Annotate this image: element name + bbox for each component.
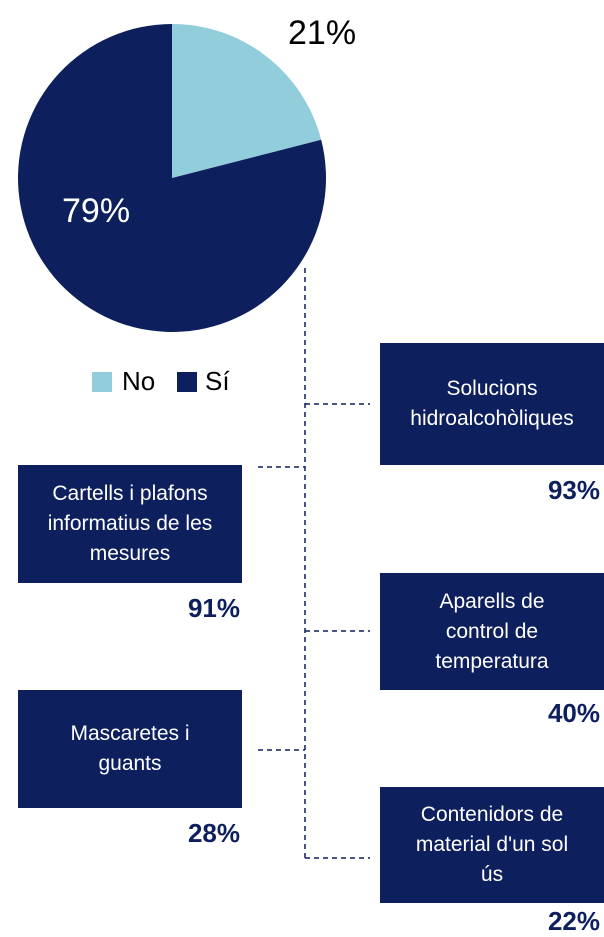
slice-label: 21% [288, 14, 357, 52]
item-box: Solucions hidroalcohòliques [380, 343, 604, 465]
item-box: Mascaretes i guants [18, 690, 242, 808]
item-percent: 93% [547, 475, 600, 505]
item-label: Cartells i plafons [52, 482, 208, 505]
item-box: Contenidors de material d'un sol ús [380, 787, 604, 903]
item-label: temperatura [435, 649, 549, 673]
legend-swatch [177, 372, 197, 392]
item-label: mesures [89, 542, 171, 565]
item-box: Cartells i plafons informatius de les mesu… [18, 465, 242, 583]
item-box: Aparells de control de temperatura [380, 573, 604, 690]
pie-slice [172, 24, 322, 178]
item-percent: 91% [187, 593, 240, 623]
legend-swatch [92, 372, 112, 392]
item-label: material d'un sol [415, 833, 569, 856]
item-percent: 28% [187, 818, 240, 848]
legend-label: No [122, 366, 156, 396]
slice-label: 79% [62, 192, 131, 230]
item-percent: 22% [547, 906, 600, 936]
item-label: Solucions [446, 377, 538, 400]
item-label: Contenidors de [420, 803, 564, 826]
item-label: guants [98, 752, 162, 775]
item-percent: 40% [547, 698, 600, 728]
item-label: Mascaretes i [70, 722, 190, 745]
item-label: informatius de les [47, 512, 213, 535]
legend-label: Sí [205, 366, 230, 396]
item-label: ús [480, 863, 504, 886]
item-label: control de [445, 619, 539, 643]
item-label: hidroalcohòliques [410, 407, 574, 430]
pie-slice [17, 24, 326, 332]
item-label: Aparells de [439, 589, 545, 613]
